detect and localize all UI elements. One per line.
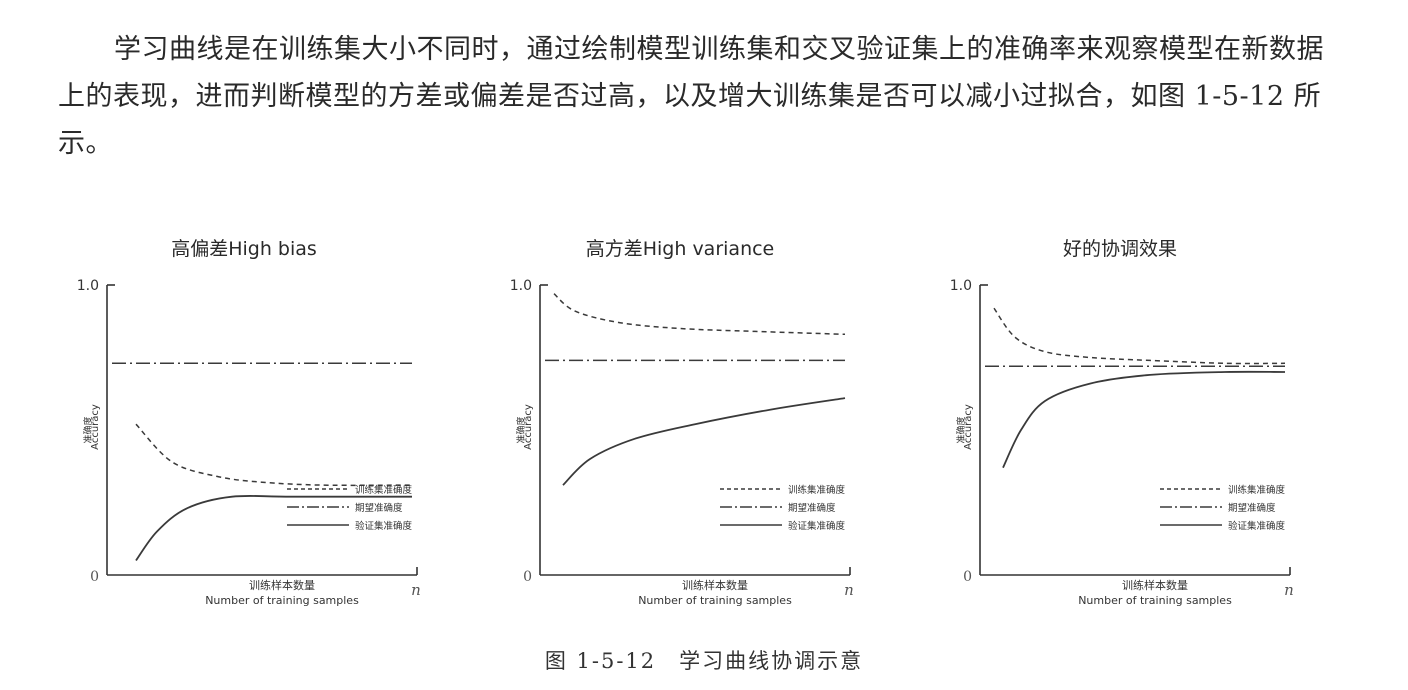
y-axis-label-cn: 准确度 [82,416,94,443]
y-tick-label: 1.0 [510,278,532,294]
x-axis-label-en: Number of training samples [205,594,359,607]
x-axis-label-cn: 训练样本数量 [1122,578,1188,592]
legend-label-desired: 期望准确度 [788,502,836,514]
body-paragraph: 学习曲线是在训练集大小不同时，通过绘制模型训练集和交叉验证集上的准确率来观察模型… [58,34,1324,159]
x-axis-label-en: Number of training samples [638,594,792,607]
chart-title: 高方差High variance [585,238,775,260]
chart-high-variance: 高方差High variance 1.0 0 n 训练样本数量 Number of tr… [495,222,935,622]
series-train-line [135,423,413,487]
x-end-label: n [411,581,421,599]
y-axis-label-en: Accuracy [523,404,534,450]
learning-curve-figures: 高偏差High bias 1.0 0 n 训练样本数量 Number of traini… [0,222,1408,622]
legend-label-validation: 验证集准确度 [1228,520,1286,532]
legend-label-train: 训练集准确度 [1228,484,1286,496]
y-tick-label: 1.0 [77,278,99,294]
series-validation-line [1002,370,1286,469]
series-train-line [553,293,846,336]
origin-label: 0 [963,569,972,585]
chart-good-fit: 好的协调效果 1.0 0 n 训练样本数量 Number of training sam… [935,222,1375,622]
chart-title: 好的协调效果 [1062,238,1177,260]
legend-label-validation: 验证集准确度 [788,520,846,532]
x-end-label: n [1284,581,1294,599]
legend-label-train: 训练集准确度 [788,484,846,496]
legend-label-desired: 期望准确度 [355,502,403,514]
chart-high-bias: 高偏差High bias 1.0 0 n 训练样本数量 Number of traini… [62,222,502,622]
y-tick-label: 1.0 [950,278,972,294]
series-validation-line [562,397,846,486]
x-axis-label-cn: 训练样本数量 [682,578,748,592]
legend-label-desired: 期望准确度 [1228,502,1276,514]
series-train-line [993,307,1286,365]
y-axis-label-en: Accuracy [90,404,101,450]
chart-svg: 1.0 0 n 训练样本数量 Number of training samples 准确度… [510,278,854,607]
legend-label-validation: 验证集准确度 [355,520,413,532]
chart-svg: 1.0 0 n 训练样本数量 Number of training samples 准确度… [950,278,1294,607]
x-end-label: n [844,581,854,599]
chart-svg: 1.0 0 n 训练样本数量 Number of training samples 准确度… [77,278,421,607]
y-axis-label-cn: 准确度 [515,416,527,443]
y-axis-label-en: Accuracy [963,404,974,450]
x-axis-label-en: Number of training samples [1078,594,1232,607]
origin-label: 0 [523,569,532,585]
chart-title: 高偏差High bias [171,238,317,260]
x-axis-label-cn: 训练样本数量 [249,578,315,592]
legend-label-train: 训练集准确度 [355,484,413,496]
figure-caption: 图 1-5-12 学习曲线协调示意 [544,649,864,673]
series-validation-line [135,494,412,562]
origin-label: 0 [90,569,99,585]
y-axis-label-cn: 准确度 [955,416,967,443]
